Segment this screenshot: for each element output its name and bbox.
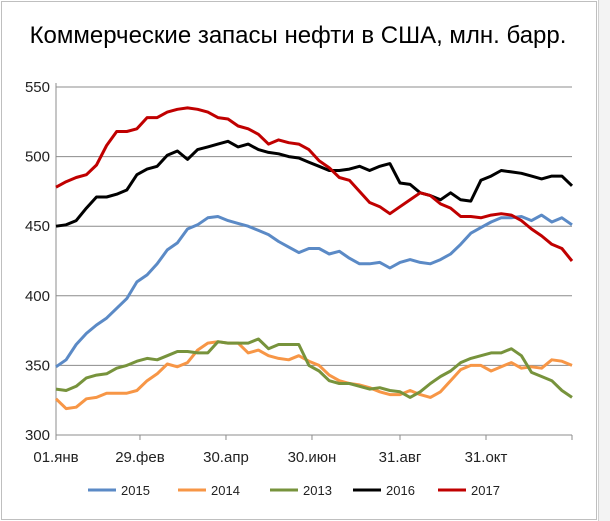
legend-label-2015: 2015 [121,483,150,498]
y-tick-label: 350 [25,357,50,374]
y-tick-label: 300 [25,427,50,444]
x-tick-label: 31.окт [465,449,508,466]
legend-label-2014: 2014 [211,483,240,498]
legend-label-2016: 2016 [386,483,415,498]
spreadsheet-scroll-strip [598,0,610,521]
series-line-2014 [54,340,573,411]
series-line-2015 [55,213,573,369]
y-tick-label: 400 [25,288,50,305]
x-tick-label: 30.июн [288,449,337,466]
legend-label-2017: 2017 [471,483,500,498]
series-line-2016 [55,139,574,228]
y-tick-label: 500 [25,149,50,166]
line-chart: 300 350 400 450 500 550 01.янв 29.фев 30.апр 30.и… [25,79,574,498]
x-tick-label: 30.апр [203,449,249,466]
x-tick-label: 01.янв [33,449,78,466]
x-tick-label: 29.фев [115,449,165,466]
legend-label-2013: 2013 [303,483,332,498]
y-tick-label: 550 [25,79,50,96]
y-tick-label: 450 [25,218,50,235]
x-tick-label: 31.авг [379,449,422,466]
series-line-2013 [55,337,573,399]
chart-title: Коммерческие запасы нефти в США, млн. ба… [29,22,567,49]
series-line-2017 [55,106,574,262]
